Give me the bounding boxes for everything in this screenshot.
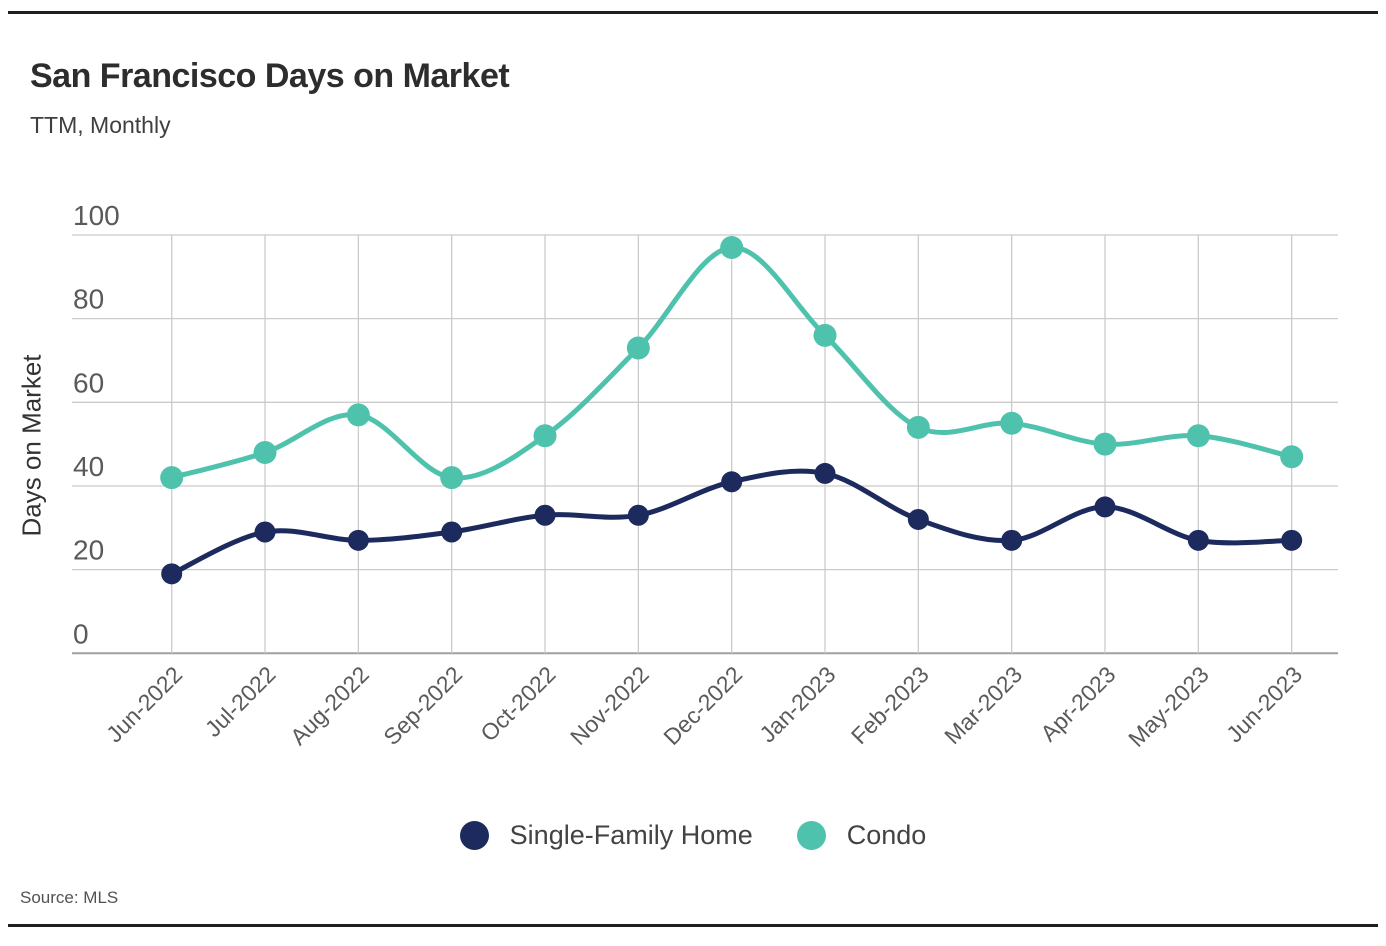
y-tick-label: 80 xyxy=(73,284,104,315)
x-tick-label: May-2023 xyxy=(1123,661,1214,752)
x-tick-label: Jun-2023 xyxy=(1221,661,1307,747)
data-point-condo xyxy=(253,441,277,465)
data-point-single-family-home xyxy=(721,471,743,493)
data-point-single-family-home xyxy=(1001,529,1023,551)
data-point-condo xyxy=(720,236,744,260)
x-tick-label: Sep-2022 xyxy=(378,661,467,750)
data-point-condo xyxy=(813,323,837,347)
data-point-condo xyxy=(1000,411,1024,435)
x-tick-label: Jun-2022 xyxy=(101,661,187,747)
data-point-single-family-home xyxy=(254,521,276,543)
x-tick-label: Feb-2023 xyxy=(846,661,934,749)
legend-item-single-family: Single-Family Home xyxy=(459,820,753,851)
y-tick-label: 40 xyxy=(73,451,104,482)
x-tick-label: Dec-2022 xyxy=(658,661,747,750)
x-tick-label: Mar-2023 xyxy=(939,661,1027,749)
single-family-legend-label: Single-Family Home xyxy=(509,820,753,850)
data-point-single-family-home xyxy=(814,462,836,484)
y-tick-label: 60 xyxy=(73,367,104,398)
data-point-single-family-home xyxy=(1187,529,1209,551)
data-point-condo xyxy=(626,336,650,360)
data-point-single-family-home xyxy=(627,504,649,526)
single-family-legend-dot xyxy=(459,821,489,850)
data-point-single-family-home xyxy=(534,504,556,526)
top-rule xyxy=(8,11,1378,14)
data-point-single-family-home xyxy=(347,529,369,551)
x-tick-label: Oct-2022 xyxy=(475,661,560,746)
y-tick-label: 0 xyxy=(73,618,89,649)
condo-legend-label: Condo xyxy=(846,820,927,850)
legend-item-condo: Condo xyxy=(796,820,927,851)
x-tick-label: Aug-2022 xyxy=(285,661,374,750)
y-tick-label: 100 xyxy=(73,200,120,231)
data-point-condo xyxy=(440,466,464,490)
x-tick-label: Jul-2022 xyxy=(200,661,281,742)
data-point-condo xyxy=(906,415,930,439)
x-tick-label: Jan-2023 xyxy=(754,661,840,747)
data-point-condo xyxy=(1186,424,1210,448)
data-point-single-family-home xyxy=(1281,529,1303,551)
data-point-condo xyxy=(1093,432,1117,456)
source-note: Source: MLS xyxy=(20,888,119,907)
data-point-condo xyxy=(160,466,184,490)
data-point-single-family-home xyxy=(441,521,463,543)
data-point-condo xyxy=(533,424,557,448)
data-point-condo xyxy=(346,403,370,427)
data-point-condo xyxy=(1280,445,1304,469)
x-tick-label: Nov-2022 xyxy=(565,661,654,750)
data-point-single-family-home xyxy=(161,563,183,585)
chart-subtitle: TTM, Monthly xyxy=(30,112,171,138)
condo-legend-dot xyxy=(796,821,826,850)
y-tick-label: 20 xyxy=(73,535,104,566)
bottom-rule xyxy=(8,924,1378,927)
chart-title: San Francisco Days on Market xyxy=(30,57,510,95)
data-point-single-family-home xyxy=(907,508,929,530)
data-point-single-family-home xyxy=(1094,496,1116,518)
x-tick-label: Apr-2023 xyxy=(1035,661,1120,746)
legend: Single-Family Home Condo xyxy=(0,820,1386,851)
